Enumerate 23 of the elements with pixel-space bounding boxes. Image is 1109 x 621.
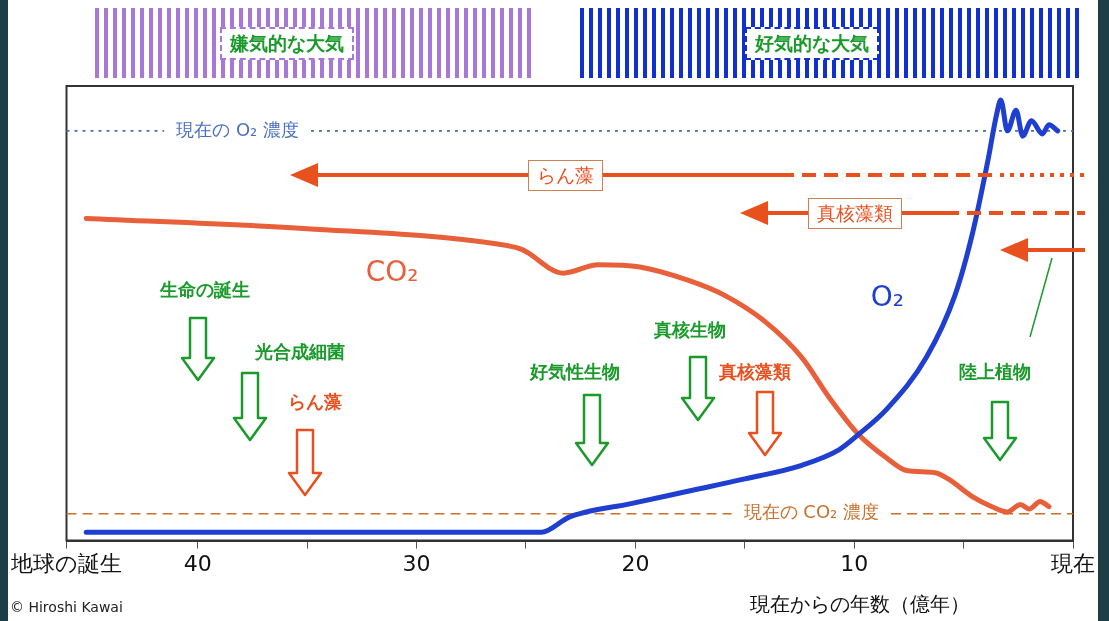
annotation: 光合成細菌 <box>255 341 345 362</box>
x-tick-label: 10 <box>840 550 869 576</box>
x-tick-label: 20 <box>621 550 650 576</box>
x-tick-label: 30 <box>402 550 431 576</box>
text: 好気的な大気 <box>745 26 879 60</box>
annotation: 真核藻類 <box>719 361 791 382</box>
annotation: 真核藻類 <box>808 197 902 229</box>
x-axis-title: 現在からの年数（億年） <box>750 592 970 616</box>
x-tick-label: 40 <box>183 550 212 576</box>
annotation: 生命の誕生 <box>160 279 250 300</box>
text: © Hiroshi Kawai <box>10 599 123 615</box>
x-tick-label: 現在 <box>1051 550 1095 576</box>
annotation: 陸上植物 <box>959 361 1031 382</box>
series-label: CO₂ <box>365 254 419 288</box>
ref-line-label: 現在の O₂ 濃度 <box>176 118 300 140</box>
annotation: らん藻 <box>527 159 603 191</box>
annotation: 真核生物 <box>654 319 726 340</box>
series-label: O₂ <box>870 280 904 314</box>
ref-line-label: 現在の CO₂ 濃度 <box>743 501 880 523</box>
text: 嫌気的な大気 <box>220 26 354 60</box>
annotation: らん藻 <box>288 391 342 412</box>
annotation: 好気性生物 <box>530 361 620 382</box>
x-tick-label: 地球の誕生 <box>10 550 122 576</box>
